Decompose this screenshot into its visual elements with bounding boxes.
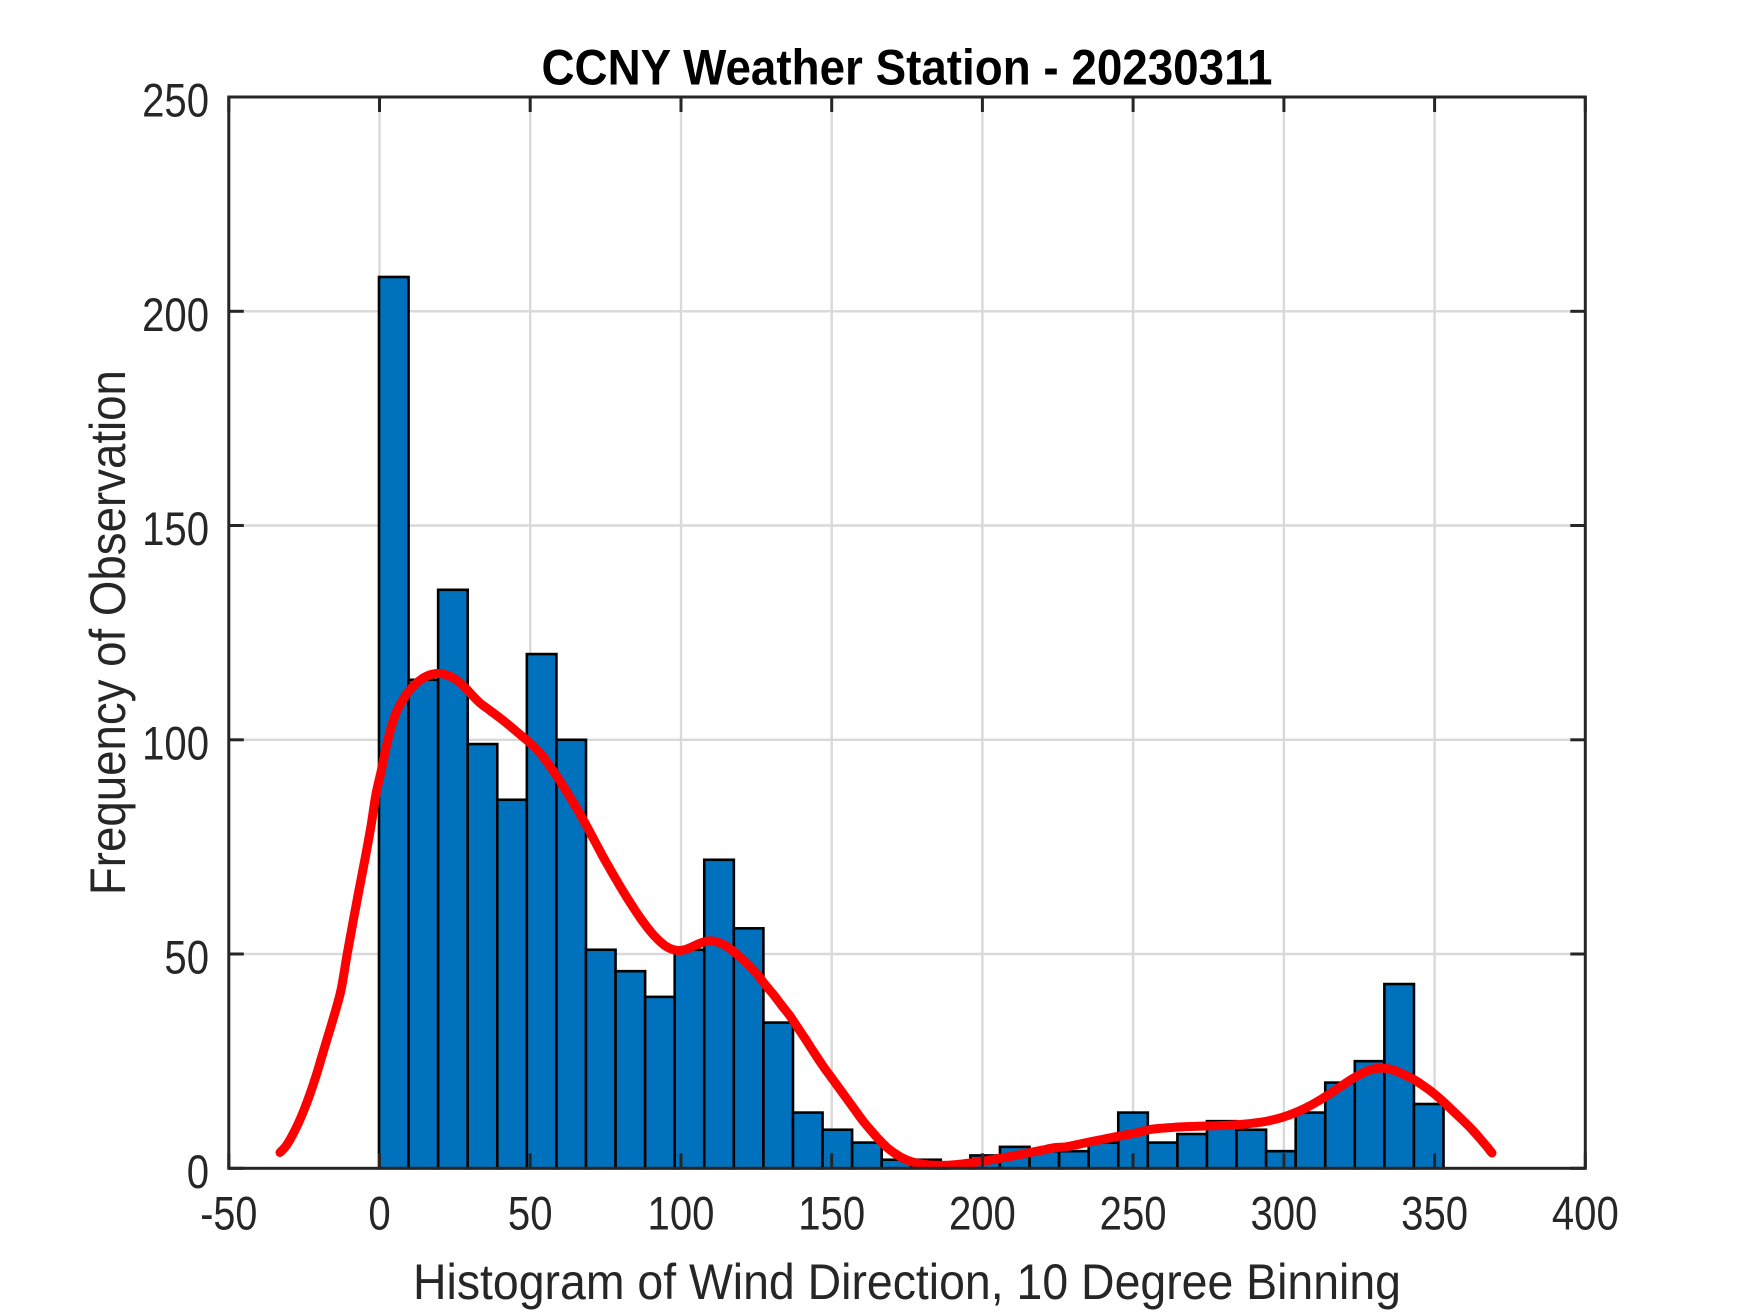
svg-text:200: 200 xyxy=(142,288,209,341)
svg-text:100: 100 xyxy=(648,1187,715,1240)
svg-text:-50: -50 xyxy=(200,1187,257,1240)
svg-text:0: 0 xyxy=(368,1187,390,1240)
svg-text:150: 150 xyxy=(142,502,209,555)
svg-text:Frequency of Observation: Frequency of Observation xyxy=(79,370,136,895)
svg-text:300: 300 xyxy=(1250,1187,1317,1240)
svg-text:200: 200 xyxy=(949,1187,1016,1240)
svg-text:0: 0 xyxy=(187,1145,209,1198)
svg-text:Histogram of Wind Direction, 1: Histogram of Wind Direction, 10 Degree B… xyxy=(413,1253,1401,1310)
svg-text:100: 100 xyxy=(142,716,209,769)
svg-text:50: 50 xyxy=(164,931,209,984)
svg-text:400: 400 xyxy=(1552,1187,1619,1240)
svg-text:150: 150 xyxy=(798,1187,865,1240)
svg-text:CCNY Weather Station - 2023031: CCNY Weather Station - 20230311 xyxy=(542,38,1273,95)
svg-text:350: 350 xyxy=(1401,1187,1468,1240)
svg-text:50: 50 xyxy=(508,1187,553,1240)
svg-text:250: 250 xyxy=(142,74,209,127)
svg-text:250: 250 xyxy=(1100,1187,1167,1240)
